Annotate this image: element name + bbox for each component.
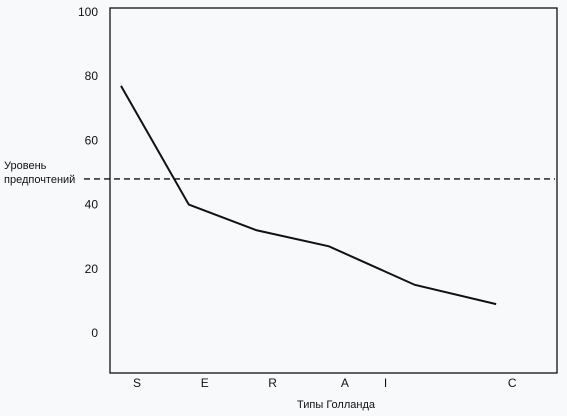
y-axis-label-line-2: предпочтений bbox=[4, 174, 75, 186]
y-tick-label: 0 bbox=[91, 326, 98, 340]
x-category-label: I bbox=[384, 376, 387, 390]
x-axis-label: Типы Голланда bbox=[297, 399, 376, 411]
plot-frame bbox=[109, 7, 558, 374]
x-category-label: R bbox=[268, 376, 277, 390]
x-category-label: A bbox=[341, 376, 349, 390]
y-tick-label: 80 bbox=[85, 69, 99, 83]
y-tick-label: 60 bbox=[85, 133, 99, 147]
y-axis-label-line-1: Уровень bbox=[4, 160, 47, 172]
series-line bbox=[120, 85, 497, 306]
y-tick-label: 40 bbox=[85, 198, 99, 212]
y-tick-labels: 0 20 40 60 80 100 bbox=[78, 5, 98, 340]
y-tick-label: 20 bbox=[85, 262, 99, 276]
x-category-label: E bbox=[201, 376, 209, 390]
y-tick-label: 100 bbox=[78, 5, 98, 19]
x-category-label: C bbox=[508, 376, 517, 390]
x-category-label: S bbox=[133, 376, 141, 390]
